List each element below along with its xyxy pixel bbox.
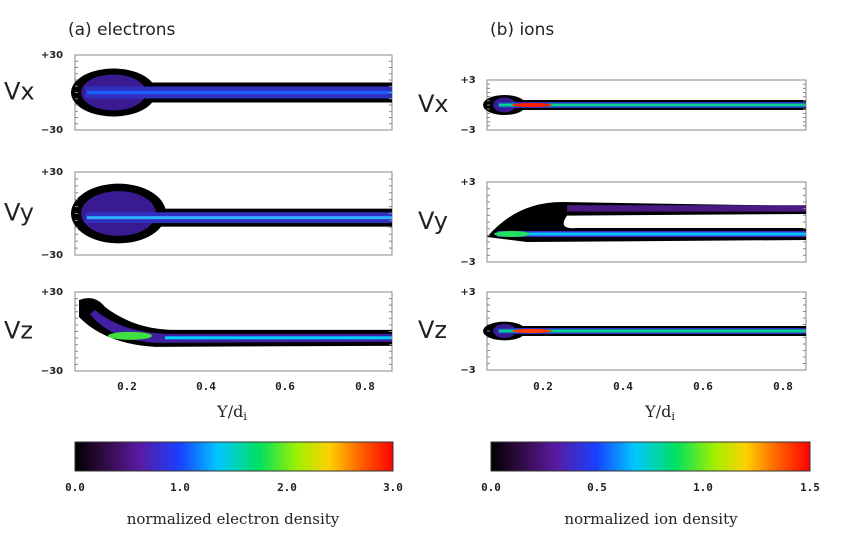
colorbar [490, 441, 811, 472]
x-tick-label: 0.4 [196, 380, 216, 393]
y-tick-label: −3 [460, 257, 475, 268]
density-hot [108, 331, 152, 340]
x-tick-label: 0.2 [117, 380, 137, 393]
density-map [487, 202, 806, 242]
density-core [165, 336, 392, 340]
colorbar-tick-label: 0.5 [587, 481, 607, 494]
row-label: Vy [418, 207, 448, 235]
density-map [71, 183, 392, 244]
density-core [507, 232, 806, 236]
y-tick-label: −30 [41, 125, 63, 136]
density-hot [512, 103, 552, 107]
row-label: Vx [4, 78, 35, 106]
y-tick-label: −3 [460, 125, 475, 136]
colorbar-tick-label: 2.0 [277, 481, 297, 494]
x-tick-label: 0.6 [693, 380, 713, 393]
y-tick-label: +30 [41, 287, 63, 298]
colorbar-label: normalized ion density [564, 510, 738, 528]
y-tick-label: +3 [460, 287, 475, 298]
colorbar-tick-label: 3.0 [383, 481, 403, 494]
x-axis-label-subscript: i [243, 410, 247, 423]
row-label: Vz [4, 317, 33, 345]
density-map [483, 321, 806, 341]
y-tick-label: +30 [41, 50, 63, 61]
density-map [483, 95, 806, 115]
y-tick-label: −3 [460, 365, 475, 376]
x-axis-label-main: Y/d [644, 402, 671, 421]
density-band [90, 310, 392, 343]
colorbar-tick-label: 0.0 [481, 481, 501, 494]
colorbar-tick-label: 1.0 [170, 481, 190, 494]
row-label: Vy [4, 199, 34, 227]
x-tick-label: 0.8 [355, 380, 375, 393]
x-tick-label: 0.4 [613, 380, 633, 393]
x-axis-label: Y/di [644, 402, 675, 424]
y-tick-label: +3 [460, 177, 475, 188]
x-axis-label: Y/di [216, 402, 247, 424]
x-tick-label: 0.8 [773, 380, 793, 393]
density-hot [512, 329, 552, 333]
density-core [499, 329, 806, 333]
density-map [79, 298, 392, 347]
density-core [87, 216, 392, 220]
density-hot [494, 231, 530, 237]
row-label: Vz [418, 316, 447, 344]
density-map [71, 68, 392, 117]
colorbar-tick-label: 0.0 [65, 481, 85, 494]
y-tick-label: −30 [41, 250, 63, 261]
density-core [499, 103, 806, 107]
panel-title: (a) electrons [68, 20, 176, 40]
colorbar-tick-label: 1.5 [800, 481, 820, 494]
panel-title: (b) ions [490, 20, 554, 40]
x-axis-label-main: Y/d [216, 402, 243, 421]
y-tick-label: −30 [41, 366, 63, 377]
density-band [567, 205, 806, 212]
density-core [87, 91, 392, 94]
row-label: Vx [418, 90, 449, 118]
x-axis-label-subscript: i [671, 410, 675, 423]
colorbar-tick-label: 1.0 [693, 481, 713, 494]
y-tick-label: +3 [460, 75, 475, 86]
x-tick-label: 0.2 [533, 380, 553, 393]
x-tick-label: 0.6 [275, 380, 295, 393]
colorbar-label: normalized electron density [127, 510, 340, 528]
colorbar [74, 441, 394, 472]
y-tick-label: +30 [41, 167, 63, 178]
